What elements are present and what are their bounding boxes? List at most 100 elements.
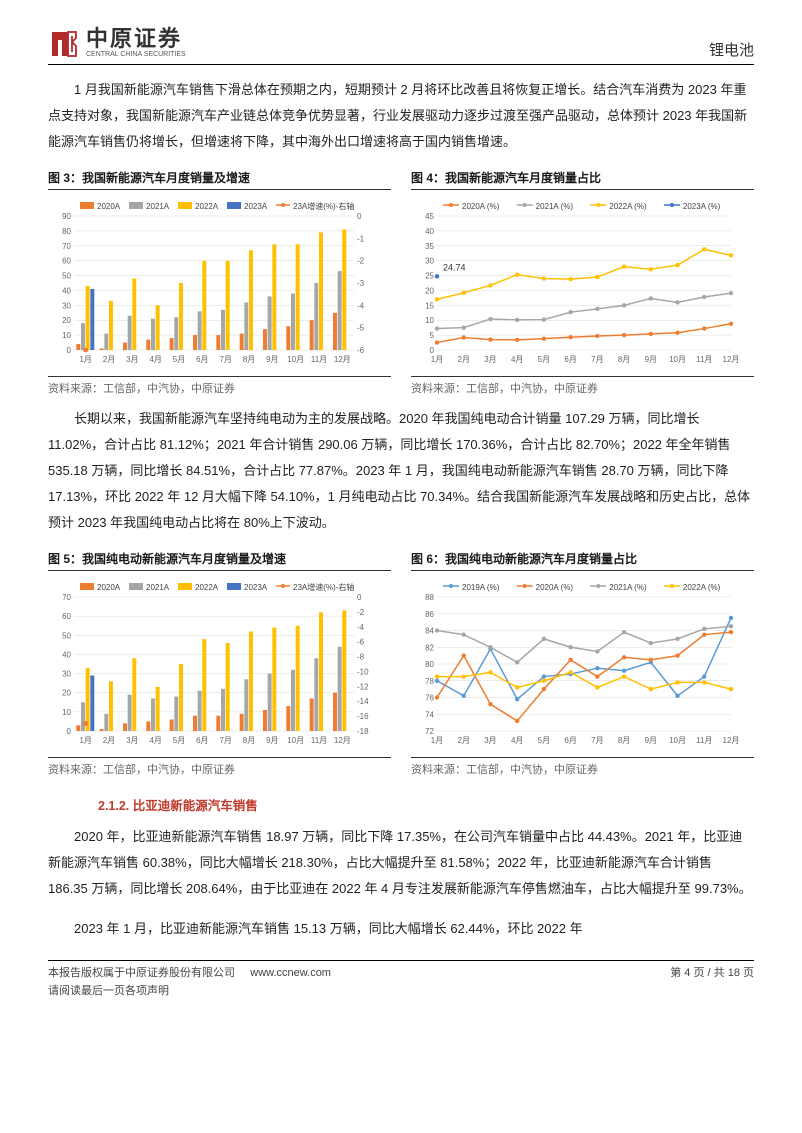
svg-text:88: 88	[425, 593, 434, 602]
svg-text:6月: 6月	[196, 355, 208, 364]
svg-text:2020A (%): 2020A (%)	[536, 583, 574, 592]
svg-text:0: 0	[430, 346, 435, 355]
svg-text:-6: -6	[357, 638, 365, 647]
svg-text:40: 40	[62, 286, 71, 295]
svg-text:12月: 12月	[334, 736, 351, 745]
paragraph-1: 1 月我国新能源汽车销售下滑总体在预期之内，短期预计 2 月将环比改善且将恢复正…	[48, 77, 754, 155]
svg-text:40: 40	[62, 650, 71, 659]
svg-text:2月: 2月	[103, 736, 115, 745]
chart-row-1: 图 3：我国新能源汽车月度销量及增速 2020A2021A2022A2023A2…	[48, 169, 754, 396]
chart-4-title: 图 4：我国新能源汽车月度销量占比	[411, 169, 754, 190]
chart-6: 2019A (%)2020A (%)2021A (%)2022A (%)7274…	[411, 575, 754, 755]
svg-text:10月: 10月	[287, 355, 304, 364]
svg-text:6月: 6月	[564, 355, 576, 364]
svg-text:10: 10	[425, 316, 434, 325]
page-footer: 本报告版权属于中原证券股份有限公司 www.ccnew.com 请阅读最后一页各…	[48, 960, 754, 1000]
svg-text:0: 0	[67, 727, 72, 736]
svg-text:30: 30	[425, 257, 434, 266]
svg-text:-4: -4	[357, 301, 365, 310]
chart-5: 2020A2021A2022A2023A23A增速(%)-右轴010203040…	[48, 575, 391, 755]
svg-text:7月: 7月	[591, 355, 603, 364]
svg-text:70: 70	[62, 242, 71, 251]
svg-text:8月: 8月	[618, 355, 630, 364]
svg-text:10: 10	[62, 331, 71, 340]
logo-block: 中原证券 CENTRAL CHINA SECURITIES	[48, 28, 186, 60]
svg-text:0: 0	[357, 593, 362, 602]
svg-text:80: 80	[62, 227, 71, 236]
svg-text:74: 74	[425, 710, 434, 719]
paragraph-4: 2023 年 1 月，比亚迪新能源汽车销售 15.13 万辆，同比大幅增长 62…	[48, 916, 754, 942]
svg-text:12月: 12月	[334, 355, 351, 364]
svg-text:6月: 6月	[564, 736, 576, 745]
svg-text:80: 80	[425, 660, 434, 669]
svg-text:25: 25	[425, 272, 434, 281]
svg-text:-5: -5	[357, 324, 365, 333]
svg-text:4月: 4月	[149, 736, 161, 745]
svg-text:-12: -12	[357, 682, 369, 691]
svg-text:90: 90	[62, 212, 71, 221]
svg-text:2020A (%): 2020A (%)	[462, 202, 500, 211]
svg-text:2022A: 2022A	[195, 583, 219, 592]
svg-text:1月: 1月	[431, 355, 443, 364]
section-heading: 2.1.2. 比亚迪新能源汽车销售	[48, 795, 754, 814]
footer-page: 第 4 页 / 共 18 页	[670, 965, 754, 1000]
svg-text:1月: 1月	[79, 355, 91, 364]
svg-text:20: 20	[425, 286, 434, 295]
svg-text:50: 50	[62, 631, 71, 640]
chart-4: 2020A (%)2021A (%)2022A (%)2023A (%)0510…	[411, 194, 754, 374]
svg-text:10月: 10月	[669, 355, 686, 364]
svg-text:2023A: 2023A	[244, 202, 268, 211]
chart-5-source: 资料来源：工信部，中汽协，中原证券	[48, 757, 391, 777]
svg-text:2月: 2月	[458, 736, 470, 745]
svg-text:24.74: 24.74	[443, 262, 466, 272]
footer-left: 本报告版权属于中原证券股份有限公司 www.ccnew.com 请阅读最后一页各…	[48, 965, 331, 1000]
svg-text:15: 15	[425, 301, 434, 310]
svg-text:23A增速(%)-右轴: 23A增速(%)-右轴	[293, 582, 354, 592]
svg-text:5月: 5月	[538, 736, 550, 745]
svg-text:45: 45	[425, 212, 434, 221]
svg-text:3月: 3月	[126, 355, 138, 364]
svg-text:11月: 11月	[311, 736, 327, 745]
svg-text:2月: 2月	[458, 355, 470, 364]
chart-6-container: 图 6：我国纯电动新能源汽车月度销量占比 2019A (%)2020A (%)2…	[411, 550, 754, 777]
svg-text:1月: 1月	[79, 736, 91, 745]
svg-text:4月: 4月	[511, 355, 523, 364]
svg-text:7月: 7月	[219, 355, 231, 364]
logo-cn: 中原证券	[86, 28, 186, 50]
svg-text:10月: 10月	[287, 736, 304, 745]
svg-text:5月: 5月	[538, 355, 550, 364]
svg-text:0: 0	[357, 212, 362, 221]
svg-text:82: 82	[425, 643, 434, 652]
svg-text:-4: -4	[357, 623, 365, 632]
svg-text:12月: 12月	[723, 355, 740, 364]
svg-text:8月: 8月	[618, 736, 630, 745]
svg-text:2021A (%): 2021A (%)	[609, 583, 647, 592]
logo-en: CENTRAL CHINA SECURITIES	[86, 50, 186, 59]
chart-3-title: 图 3：我国新能源汽车月度销量及增速	[48, 169, 391, 190]
chart-5-container: 图 5：我国纯电动新能源汽车月度销量及增速 2020A2021A2022A202…	[48, 550, 391, 777]
svg-text:-8: -8	[357, 653, 365, 662]
svg-text:5: 5	[430, 331, 435, 340]
svg-text:5月: 5月	[173, 355, 185, 364]
footer-disclaimer: 请阅读最后一页各项声明	[48, 985, 169, 997]
chart-4-source: 资料来源：工信部，中汽协，中原证券	[411, 376, 754, 396]
svg-text:2022A (%): 2022A (%)	[683, 583, 721, 592]
paragraph-3: 2020 年，比亚迪新能源汽车销售 18.97 万辆，同比下降 17.35%，在…	[48, 824, 754, 902]
svg-text:30: 30	[62, 670, 71, 679]
company-logo-icon	[48, 28, 80, 60]
svg-text:60: 60	[62, 257, 71, 266]
svg-text:-6: -6	[357, 346, 365, 355]
svg-text:9月: 9月	[645, 355, 657, 364]
chart-3-container: 图 3：我国新能源汽车月度销量及增速 2020A2021A2022A2023A2…	[48, 169, 391, 396]
chart-3-source: 资料来源：工信部，中汽协，中原证券	[48, 376, 391, 396]
chart-3: 2020A2021A2022A2023A23A增速(%)-右轴010203040…	[48, 194, 391, 374]
footer-copyright: 本报告版权属于中原证券股份有限公司	[48, 967, 235, 979]
svg-text:2023A: 2023A	[244, 583, 268, 592]
svg-text:12月: 12月	[723, 736, 740, 745]
svg-text:11月: 11月	[311, 355, 327, 364]
svg-text:5月: 5月	[173, 736, 185, 745]
svg-text:76: 76	[425, 694, 434, 703]
chart-4-container: 图 4：我国新能源汽车月度销量占比 2020A (%)2021A (%)2022…	[411, 169, 754, 396]
svg-text:7月: 7月	[591, 736, 603, 745]
svg-text:9月: 9月	[266, 736, 278, 745]
